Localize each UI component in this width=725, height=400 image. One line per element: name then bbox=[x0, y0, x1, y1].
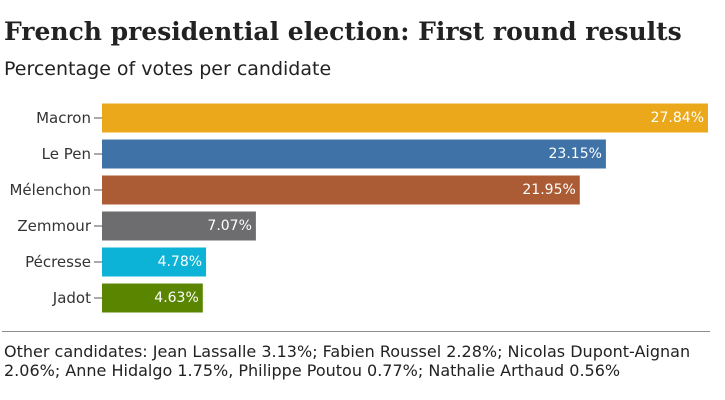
value-label-melenchon: 21.95% bbox=[522, 182, 575, 198]
category-label-pecresse: Pécresse bbox=[25, 253, 91, 271]
footnote-divider bbox=[2, 331, 710, 332]
value-label-le pen: 23.15% bbox=[549, 146, 602, 162]
value-label-macron: 27.84% bbox=[651, 110, 704, 126]
category-label-macron: Macron bbox=[36, 109, 91, 127]
bar-chart: Macron 27.84% Le Pen 23.15% Mélenchon 21.95% Z… bbox=[9, 103, 708, 313]
bar-macron bbox=[102, 103, 708, 133]
bar-zemmour bbox=[102, 211, 256, 241]
chart-subtitle: Percentage of votes per candidate bbox=[4, 58, 332, 80]
value-label-zemmour: 7.07% bbox=[207, 218, 251, 234]
footnote-other-candidates: Other candidates: Jean Lassalle 3.13%; F… bbox=[4, 342, 691, 380]
category-label-le pen: Le Pen bbox=[42, 145, 91, 163]
category-label-melenchon: Mélenchon bbox=[9, 181, 91, 199]
category-label-jadot: Jadot bbox=[52, 289, 91, 307]
value-label-jadot: 4.63% bbox=[154, 290, 198, 306]
bar-jadot bbox=[102, 283, 203, 313]
value-label-pecresse: 4.78% bbox=[158, 254, 202, 270]
bar-pecresse bbox=[102, 247, 207, 277]
bar-le pen bbox=[102, 139, 606, 169]
category-label-zemmour: Zemmour bbox=[17, 217, 91, 235]
bar-melenchon bbox=[102, 175, 580, 205]
chart-title: French presidential election: First roun… bbox=[4, 17, 682, 46]
